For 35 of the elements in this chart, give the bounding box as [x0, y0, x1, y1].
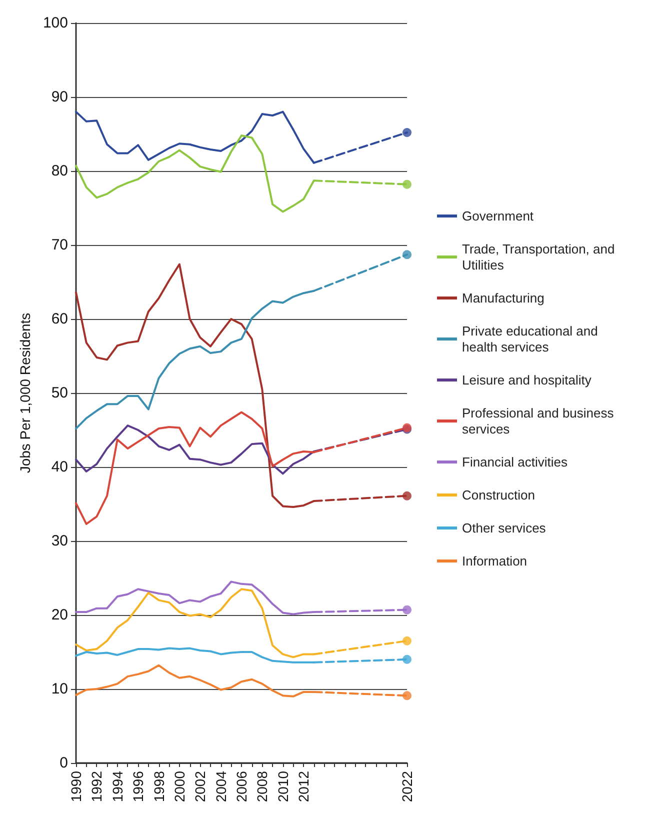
legend-label: Leisure and hospitality — [462, 372, 592, 388]
legend-label: Government — [462, 208, 534, 224]
legend-label: Other services — [462, 520, 546, 536]
x-tick-label: 1998 — [150, 770, 167, 802]
y-tick-label: 40 — [51, 458, 68, 476]
y-axis-title: Jobs Per 1,000 Residents — [17, 312, 34, 474]
y-tick-label: 50 — [51, 384, 68, 402]
y-tick-label: 90 — [51, 88, 68, 106]
x-tick-label: 2004 — [212, 770, 229, 802]
legend-label: Trade, Transportation, and Utilities — [462, 242, 618, 272]
x-tick-label: 1996 — [130, 770, 146, 802]
legend-label: Professional and business services — [462, 406, 618, 436]
x-tick-label: 2008 — [254, 770, 270, 802]
y-tick-label: 100 — [42, 14, 68, 32]
legend-label: Information — [462, 554, 528, 568]
y-tick-label: 60 — [51, 310, 68, 328]
x-tick-label: 1990 — [68, 770, 84, 802]
x-tick-label: 2010 — [274, 770, 291, 802]
legend-label: Private educational and health services — [462, 324, 602, 354]
legend-label: Financial activities — [462, 454, 568, 470]
x-tick-label: 2012 — [296, 770, 312, 802]
x-tick-label: 2002 — [192, 770, 208, 802]
x-tick-label: 2006 — [234, 770, 250, 802]
x-tick-label: 2000 — [171, 770, 188, 802]
x-tick-label: 1992 — [88, 770, 105, 802]
y-tick-label: 10 — [51, 680, 68, 698]
y-tick-label: 70 — [51, 236, 68, 254]
y-tick-label: 20 — [51, 606, 68, 624]
x-tick-label: 1994 — [109, 770, 126, 802]
y-tick-label: 0 — [60, 754, 68, 772]
x-tick-label: 2022 — [399, 770, 415, 802]
legend-label: Manufacturing — [462, 290, 544, 306]
legend-label: Construction — [462, 488, 535, 502]
y-tick-label: 80 — [51, 162, 68, 180]
y-tick-label: 30 — [51, 532, 68, 550]
